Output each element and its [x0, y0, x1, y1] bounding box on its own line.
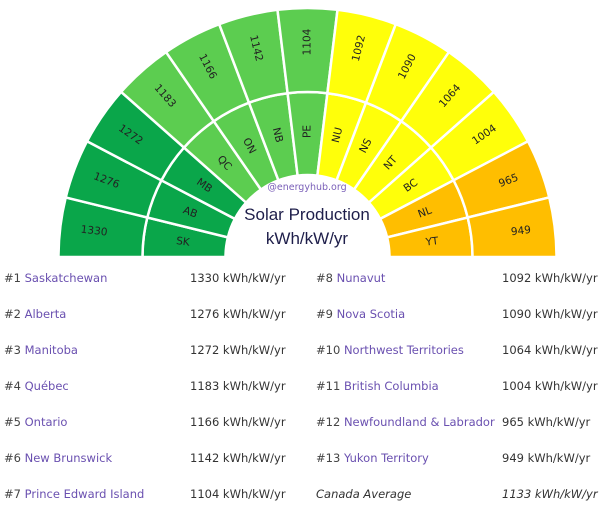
province-link[interactable]: Nova Scotia [336, 307, 406, 321]
ranking-value: 1064 kWh/kW/yr [502, 340, 598, 360]
segment-code-label: NB [270, 126, 285, 143]
ranking-value: 1004 kWh/kW/yr [502, 376, 598, 396]
chart-subtitle: kWh/kW/yr [266, 229, 348, 248]
chart-title: Solar Production [244, 205, 370, 224]
production-value: 1183 kWh/kW/yr [190, 379, 286, 393]
rank-number: #4 [4, 379, 21, 393]
average-value: 1133 kWh/kW/yr [502, 484, 598, 504]
segment-value-label: 1104 [302, 28, 314, 55]
ranking-item: #5 Ontario [4, 412, 67, 432]
ranking-item: #11 British Columbia [316, 376, 439, 396]
province-link[interactable]: Manitoba [24, 343, 78, 357]
ranking-value: 1166 kWh/kW/yr [190, 412, 286, 432]
rank-number: #7 [4, 487, 21, 501]
province-link[interactable]: New Brunswick [24, 451, 113, 465]
ranking-value: 1276 kWh/kW/yr [190, 304, 286, 324]
province-link[interactable]: Prince Edward Island [24, 487, 145, 501]
segment-code-label: AB [181, 204, 199, 220]
province-link[interactable]: Yukon Territory [343, 451, 429, 465]
rank-number: #11 [316, 379, 341, 393]
average-value: 1133 kWh/kW/yr [502, 487, 598, 501]
rank-number: #13 [316, 451, 341, 465]
production-value: 1004 kWh/kW/yr [502, 379, 598, 393]
province-link[interactable]: Nunavut [336, 271, 386, 285]
rank-number: #12 [316, 415, 341, 429]
province-link[interactable]: Québec [24, 379, 69, 393]
production-value: 1166 kWh/kW/yr [190, 415, 286, 429]
ranking-value: 1142 kWh/kW/yr [190, 448, 286, 468]
rank-number: #2 [4, 307, 21, 321]
ranking-item: #10 Northwest Territories [316, 340, 464, 360]
province-link[interactable]: Saskatchewan [24, 271, 108, 285]
ranking-value: 965 kWh/kW/yr [502, 412, 590, 432]
province-link[interactable]: Newfoundland & Labrador [343, 415, 495, 429]
average-row: Canada Average [316, 484, 411, 504]
province-link[interactable]: Ontario [24, 415, 68, 429]
segment-code-label: PE [302, 125, 314, 138]
ranking-value: 949 kWh/kW/yr [502, 448, 590, 468]
ranking-item: #12 Newfoundland & Labrador [316, 412, 495, 432]
rank-number: #8 [316, 271, 333, 285]
segment-code-label: NL [416, 204, 433, 220]
segment-value-label: 1330 [80, 224, 108, 239]
rank-number: #3 [4, 343, 21, 357]
average-label: Canada Average [316, 487, 412, 501]
ranking-item: #9 Nova Scotia [316, 304, 405, 324]
segment-code-label: YT [424, 235, 440, 249]
production-value: 1064 kWh/kW/yr [502, 343, 598, 357]
rank-number: #10 [316, 343, 341, 357]
ranking-value: 1104 kWh/kW/yr [190, 484, 286, 504]
ranking-item: #2 Alberta [4, 304, 66, 324]
ranking-item: #13 Yukon Territory [316, 448, 429, 468]
production-value: 1104 kWh/kW/yr [190, 487, 286, 501]
watermark: @energyhub.org [267, 182, 346, 193]
rank-number: #5 [4, 415, 21, 429]
segment-code-label: SK [175, 235, 191, 249]
ranking-value: 1183 kWh/kW/yr [190, 376, 286, 396]
ranking-item: #6 New Brunswick [4, 448, 112, 468]
ranking-value: 1092 kWh/kW/yr [502, 268, 598, 288]
rank-number: #9 [316, 307, 333, 321]
rank-number: #1 [4, 271, 21, 285]
production-value: 1272 kWh/kW/yr [190, 343, 286, 357]
production-value: 1142 kWh/kW/yr [190, 451, 286, 465]
ranking-value: 1330 kWh/kW/yr [190, 268, 286, 288]
ranking-item: #3 Manitoba [4, 340, 78, 360]
production-value: 1330 kWh/kW/yr [190, 271, 286, 285]
ranking-item: #8 Nunavut [316, 268, 385, 288]
ranking-value: 1090 kWh/kW/yr [502, 304, 598, 324]
segment-value-label: 949 [510, 224, 531, 238]
province-link[interactable]: British Columbia [343, 379, 439, 393]
production-value: 1092 kWh/kW/yr [502, 271, 598, 285]
production-value: 1090 kWh/kW/yr [502, 307, 598, 321]
production-value: 949 kWh/kW/yr [502, 451, 591, 465]
segment-yt-outer [466, 195, 558, 259]
ranking-value: 1272 kWh/kW/yr [190, 340, 286, 360]
segment-code-label: NU [330, 126, 345, 144]
ranking-item: #1 Saskatchewan [4, 268, 107, 288]
production-value: 1276 kWh/kW/yr [190, 307, 286, 321]
rank-number: #6 [4, 451, 21, 465]
ranking-item: #4 Québec [4, 376, 69, 396]
province-link[interactable]: Alberta [24, 307, 67, 321]
province-link[interactable]: Northwest Territories [343, 343, 464, 357]
ranking-item: #7 Prince Edward Island [4, 484, 144, 504]
production-value: 965 kWh/kW/yr [502, 415, 591, 429]
